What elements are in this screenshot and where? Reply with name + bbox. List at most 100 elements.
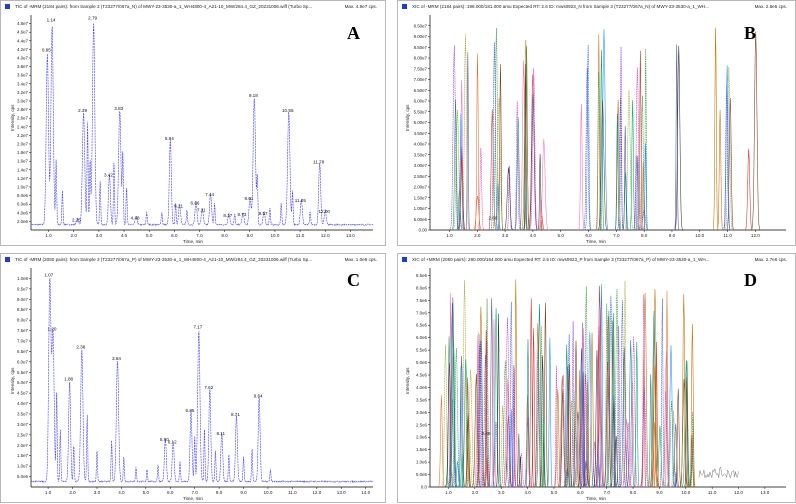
xic-trace — [622, 280, 628, 488]
y-tick-label: 6.0e6 — [17, 202, 29, 207]
xic-trace — [621, 172, 630, 231]
xic-trace — [684, 377, 690, 488]
xic-trace — [523, 63, 528, 231]
x-tick-label: 12.0 — [734, 490, 743, 495]
x-tick-label: 8.0 — [641, 233, 648, 238]
xic-trace — [507, 301, 515, 488]
xic-trace — [632, 67, 642, 231]
y-tick-label: 5.0e6 — [17, 474, 29, 479]
peak-label: 11.78 — [313, 160, 325, 165]
y-tick-label: 1.0e7 — [17, 185, 29, 190]
xic-trace — [495, 183, 502, 231]
y-tick-label: 4.4e7 — [17, 38, 29, 43]
window-icon — [5, 257, 10, 262]
xic-trace — [518, 456, 523, 488]
xic-trace — [441, 344, 450, 488]
xic-trace — [637, 50, 644, 231]
xic-trace — [635, 155, 640, 231]
peak-label: 7.17 — [193, 325, 202, 330]
y-tick-label: 6.0e6 — [416, 335, 428, 340]
xic-trace — [595, 71, 603, 231]
peak-label: 3.42 — [104, 172, 113, 177]
xic-trace — [578, 103, 585, 231]
x-tick-label: 3.0 — [94, 490, 101, 495]
y-tick-label: 8.0e6 — [416, 285, 428, 290]
xic-trace — [503, 167, 514, 231]
xic-trace — [490, 319, 498, 488]
y-tick-label: 6.50e7 — [414, 88, 428, 93]
max-intensity-label: Max. 2.8e5 cps. — [754, 4, 787, 9]
x-tick-label: 6.0 — [167, 490, 174, 495]
max-intensity-label: Max. 4.9e7 cps. — [344, 4, 377, 9]
peak-label: 8.17 — [223, 213, 232, 218]
peak-label: 7.44 — [205, 192, 214, 197]
peak-label: 4.48 — [131, 215, 140, 220]
y-tick-label: 7.5e7 — [17, 328, 29, 333]
xic-trace — [619, 347, 629, 488]
x-tick-label: 10.0 — [270, 233, 279, 238]
tic-trace — [30, 277, 374, 484]
xic-trace — [597, 100, 608, 231]
max-intensity-label: Max. 2.7e6 cps. — [754, 257, 787, 262]
xic-trace — [484, 298, 490, 488]
peak-label: 6.86 — [190, 200, 199, 205]
x-tick-label: 4.0 — [530, 233, 537, 238]
y-tick-label: 3.5e7 — [17, 412, 29, 417]
xic-trace — [577, 348, 586, 488]
peak-label: 9.64 — [254, 393, 263, 398]
peak-label: 9.18 — [249, 93, 258, 98]
xic-trace — [661, 391, 670, 488]
x-tick-label: 11.0 — [288, 490, 297, 495]
x-tick-label: 7.0 — [603, 490, 610, 495]
y-tick-label: 2.5e7 — [17, 432, 29, 437]
peak-label: 1.88 — [64, 377, 73, 382]
xic-trace — [616, 97, 624, 231]
y-tick-label: 4.0e6 — [416, 385, 428, 390]
window-icon — [402, 257, 407, 262]
xic-trace — [643, 143, 649, 231]
x-tick-label: 14.0 — [361, 490, 370, 495]
y-tick-label: 2.50e7 — [414, 174, 428, 179]
xic-trace — [492, 308, 501, 488]
y-tick-label: 1.00e7 — [414, 206, 428, 211]
y-tick-label: 5.50e7 — [414, 109, 428, 114]
xic-trace — [525, 339, 531, 488]
peak-label: 6.21 — [174, 203, 183, 208]
y-tick-label: 8.0e6 — [17, 193, 29, 198]
xic-trace — [475, 306, 486, 488]
xic-trace — [582, 374, 590, 488]
window-icon — [402, 4, 407, 9]
xic-trace — [514, 117, 522, 231]
xic-trace — [472, 195, 483, 231]
chart-panel-d: XIC of +MRM (2050 pairs): 280.000/154.00… — [397, 253, 796, 503]
y-tick-label: 2.00e7 — [414, 185, 428, 190]
xic-trace — [449, 45, 460, 231]
xic-trace — [577, 370, 582, 488]
y-tick-label: 3.5e6 — [416, 397, 428, 402]
xic-trace — [504, 379, 512, 488]
y-tick-label: 5.0e6 — [416, 360, 428, 365]
y-tick-label: 1.5e7 — [17, 453, 29, 458]
x-axis-label: Time, min — [586, 239, 606, 244]
peak-label: 3.83 — [114, 106, 123, 111]
xic-trace — [516, 433, 522, 488]
xic-trace — [666, 400, 677, 488]
y-tick-label: 9.5e7 — [17, 286, 29, 291]
y-tick-label: 1.4e7 — [17, 167, 29, 172]
xic-trace — [609, 312, 618, 488]
y-tick-label: 3.50e7 — [414, 152, 428, 157]
window-icon — [5, 4, 10, 9]
x-tick-label: 1.0 — [45, 233, 52, 238]
xic-trace — [572, 411, 584, 488]
xic-trace — [559, 374, 568, 488]
y-tick-label: 3.6e7 — [17, 73, 29, 78]
xic-trace — [641, 358, 647, 488]
x-tick-label: 9.0 — [669, 233, 676, 238]
peak-label: 2.60 — [488, 215, 497, 220]
y-tick-label: 7.0e7 — [17, 339, 29, 344]
xic-trace — [688, 324, 696, 488]
y-tick-label: 6.5e6 — [416, 323, 428, 328]
xic-trace — [492, 27, 501, 231]
peak-label: 6.12 — [168, 439, 177, 444]
xic-trace — [447, 399, 457, 488]
